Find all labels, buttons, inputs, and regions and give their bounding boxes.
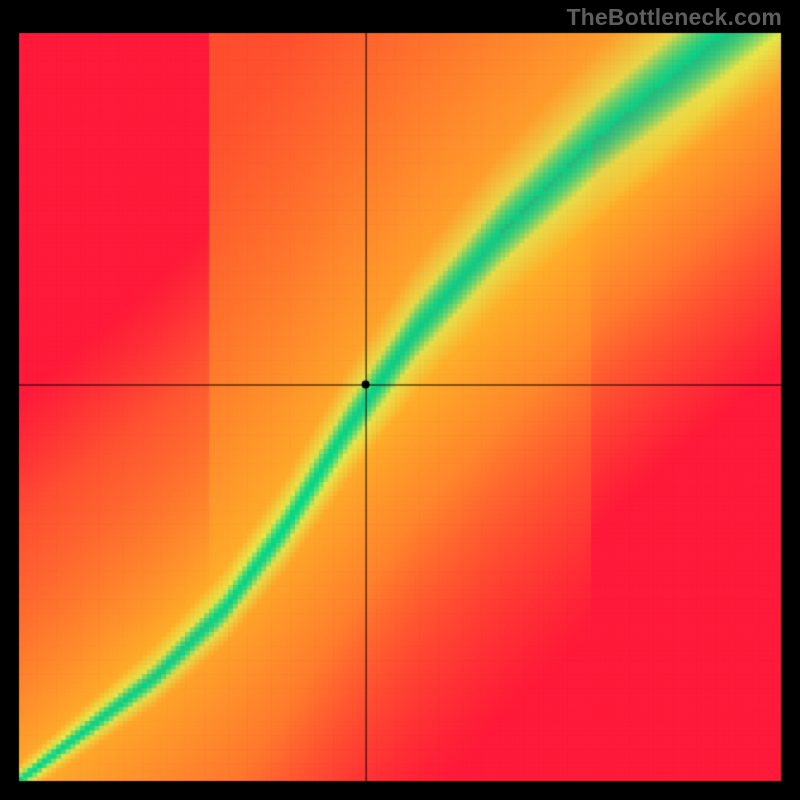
heatmap-canvas xyxy=(18,32,782,782)
watermark-text: TheBottleneck.com xyxy=(566,4,782,31)
chart-container: TheBottleneck.com xyxy=(0,0,800,800)
